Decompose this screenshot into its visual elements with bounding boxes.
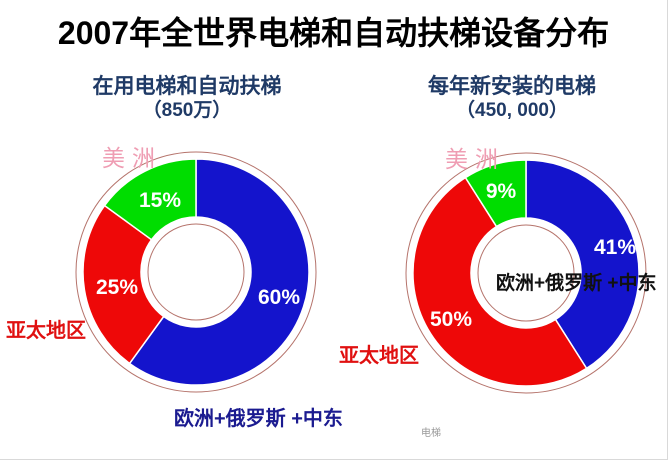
left-chart-total: （850万） [142, 100, 232, 121]
right-chart-total: （450, 000） [456, 100, 568, 121]
right-label-apac: 亚太地区 [339, 345, 419, 367]
right-chart-heading: 每年新安装的电梯 （450, 000） [361, 74, 663, 122]
left-label-apac: 亚太地区 [6, 320, 86, 342]
right-donut-svg [405, 152, 647, 394]
right-label-americas: 美洲 [445, 146, 505, 172]
slice-value-apac: 50% [429, 308, 473, 331]
donut-slice-2 [464, 159, 527, 228]
watermark-text: 电梯 [421, 428, 441, 439]
left-chart-title: 在用电梯和自动扶梯 [92, 75, 282, 98]
slice-value-europe: 60% [257, 286, 301, 309]
right-donut-chart: 9% 41% 50% [401, 148, 651, 398]
right-label-europe: 欧洲+俄罗斯 +中东 [496, 273, 657, 294]
page-title: 2007年全世界电梯和自动扶梯设备分布 [57, 15, 610, 51]
left-donut-svg [75, 151, 317, 393]
slice-value-europe: 41% [593, 236, 637, 259]
left-label-americas: 美洲 [102, 145, 162, 171]
donut-slice-1 [412, 176, 588, 387]
slice-value-americas: 9% [485, 180, 517, 203]
right-chart-title: 每年新安装的电梯 [428, 75, 596, 98]
left-donut-chart: 15% 25% 60% [71, 147, 321, 397]
inner-ring-outline [147, 223, 245, 321]
outer-ring-outline [75, 151, 317, 393]
donut-slice-1 [82, 204, 165, 365]
left-chart-heading: 在用电梯和自动扶梯 （850万） [36, 74, 338, 122]
slice-value-apac: 25% [95, 276, 139, 299]
slice-value-americas: 15% [138, 189, 182, 212]
donut-slice-0 [525, 159, 640, 370]
donut-slice-0 [128, 158, 310, 386]
inner-ring-outline [477, 224, 575, 322]
donut-slice-2 [103, 158, 197, 241]
outer-ring-outline [405, 152, 647, 394]
left-label-europe: 欧洲+俄罗斯 +中东 [174, 408, 343, 430]
